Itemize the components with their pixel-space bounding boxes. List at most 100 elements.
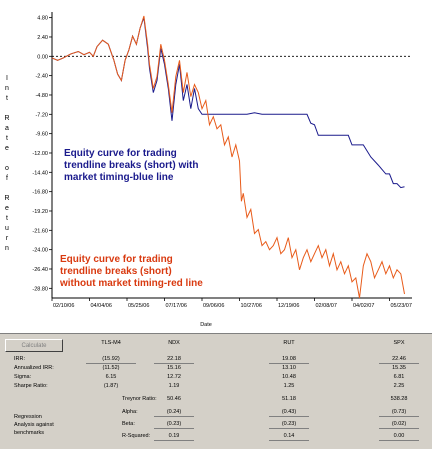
y-title-letter: R <box>4 115 9 122</box>
regression-title: Analysis against <box>14 422 54 428</box>
cell-value: 50.46 <box>167 396 181 402</box>
cell-underline <box>86 363 136 364</box>
y-tick-label: -28.80 <box>32 286 48 292</box>
x-tick-label: 04/04/06 <box>91 303 112 309</box>
annotation-line: without market timing-red line <box>59 278 203 289</box>
x-tick-label: 02/10/06 <box>53 303 74 309</box>
y-title-letter: e <box>5 205 9 212</box>
regression-title: Regression <box>14 414 42 420</box>
cell-underline <box>154 440 194 441</box>
regression-title: benchmarks <box>14 430 44 436</box>
red-equity-line <box>51 15 405 299</box>
y-tick-label: -26.40 <box>32 267 48 273</box>
cell-underline <box>154 363 194 364</box>
cell-value: 51.18 <box>282 396 296 402</box>
cell-value: 6.15 <box>105 374 117 380</box>
y-tick-label: -16.80 <box>32 190 48 196</box>
y-tick-label: -12.00 <box>32 151 48 157</box>
cell-underline <box>269 440 309 441</box>
cell-value: (15.92) <box>102 356 120 362</box>
y-title-letter: n <box>5 85 9 92</box>
cell-value: 15.16 <box>167 365 181 371</box>
cell-value: 6.81 <box>393 374 405 380</box>
cell-value: 15.35 <box>392 365 406 371</box>
x-tick-label: 02/08/07 <box>316 303 337 309</box>
y-axis: 4.80 2.40 0.00 -2.40 -4.80 -7.20 -9.60 -12.00 -1… <box>32 12 53 298</box>
cell-underline <box>379 363 419 364</box>
cell-value: 13.10 <box>282 365 296 371</box>
y-title-letter: t <box>6 215 8 222</box>
cell-underline <box>379 440 419 441</box>
y-tick-label: -19.20 <box>32 209 48 215</box>
y-tick-label: 2.40 <box>37 35 48 41</box>
x-axis: 02/10/06 04/04/06 05/25/06 07/17/06 09/06/06… <box>51 297 412 309</box>
cell-underline <box>379 416 419 417</box>
x-tick-label: 05/25/06 <box>128 303 149 309</box>
y-tick-label: -14.40 <box>32 170 48 176</box>
cell-value: 19.08 <box>282 356 296 362</box>
cell-underline <box>269 428 309 429</box>
cell-value: (1.87) <box>103 383 119 389</box>
series-lines <box>51 15 405 299</box>
annotation-line: Equity curve for trading <box>64 148 177 159</box>
y-tick-label: 4.80 <box>37 16 48 22</box>
regression-label: Beta: <box>122 421 135 427</box>
cell-value: (0.24) <box>166 409 182 415</box>
y-title-letter: o <box>5 165 9 172</box>
annotation-line: trendline breaks (short) <box>60 266 172 277</box>
row-label: Sigma: <box>14 374 32 380</box>
cell-underline <box>154 416 194 417</box>
y-tick-label: -2.40 <box>35 74 48 80</box>
row-label: Sharpe Ratio: <box>14 383 48 389</box>
header-tls-m4: TLS-M4 <box>101 340 121 346</box>
y-title-letter: t <box>6 95 8 102</box>
header-spx: SPX <box>393 340 405 346</box>
x-tick-label: 10/27/06 <box>241 303 262 309</box>
cell-value: (11.52) <box>102 365 120 371</box>
y-title-letter: R <box>4 195 9 202</box>
x-axis-label: Date <box>200 322 212 328</box>
annotation-line: Equity curve for trading <box>60 254 173 265</box>
regression-label: Alpha: <box>122 409 138 415</box>
statistics-panel: Calculate TLS-M4 NDX RUT SPX IRR: (15.92… <box>0 333 432 449</box>
y-tick-label: 0.00 <box>37 54 48 60</box>
cell-underline <box>154 428 194 429</box>
cell-underline <box>269 416 309 417</box>
cell-value: 10.48 <box>282 374 296 380</box>
y-title-letter: f <box>6 175 8 182</box>
cell-value: (0.73) <box>391 409 407 415</box>
cell-value: 2.25 <box>393 383 405 389</box>
y-title-letter: n <box>5 245 9 252</box>
x-tick-label: 12/19/06 <box>278 303 299 309</box>
calculate-button[interactable]: Calculate <box>5 339 63 352</box>
x-tick-label: 05/23/07 <box>391 303 412 309</box>
header-ndx: NDX <box>168 340 180 346</box>
x-tick-label: 07/17/06 <box>166 303 187 309</box>
header-rut: RUT <box>283 340 295 346</box>
cell-value: 22.18 <box>167 356 181 362</box>
cell-underline <box>379 428 419 429</box>
y-tick-label: -21.60 <box>32 228 48 234</box>
cell-value: (0.23) <box>166 421 182 427</box>
cell-value: (0.23) <box>281 421 297 427</box>
x-tick-label: 09/06/06 <box>203 303 224 309</box>
y-title-letter: a <box>5 125 9 132</box>
y-tick-label: -24.00 <box>32 248 48 254</box>
y-title-letter: r <box>6 235 9 242</box>
cell-value: 538.28 <box>390 396 408 402</box>
cell-value: (0.43) <box>281 409 297 415</box>
cell-value: (0.02) <box>391 421 407 427</box>
cell-value: 0.00 <box>393 433 405 439</box>
row-label: IRR: <box>14 356 25 362</box>
cell-value: 0.14 <box>283 433 295 439</box>
regression-label: R-Squared: <box>122 433 151 439</box>
y-title-letter: e <box>5 145 9 152</box>
cell-value: 12.72 <box>167 374 181 380</box>
y-tick-label: -4.80 <box>35 93 48 99</box>
row-label: Annualized IRR: <box>14 365 54 371</box>
y-tick-label: -7.20 <box>35 112 48 118</box>
y-title-letter: I <box>6 75 8 82</box>
